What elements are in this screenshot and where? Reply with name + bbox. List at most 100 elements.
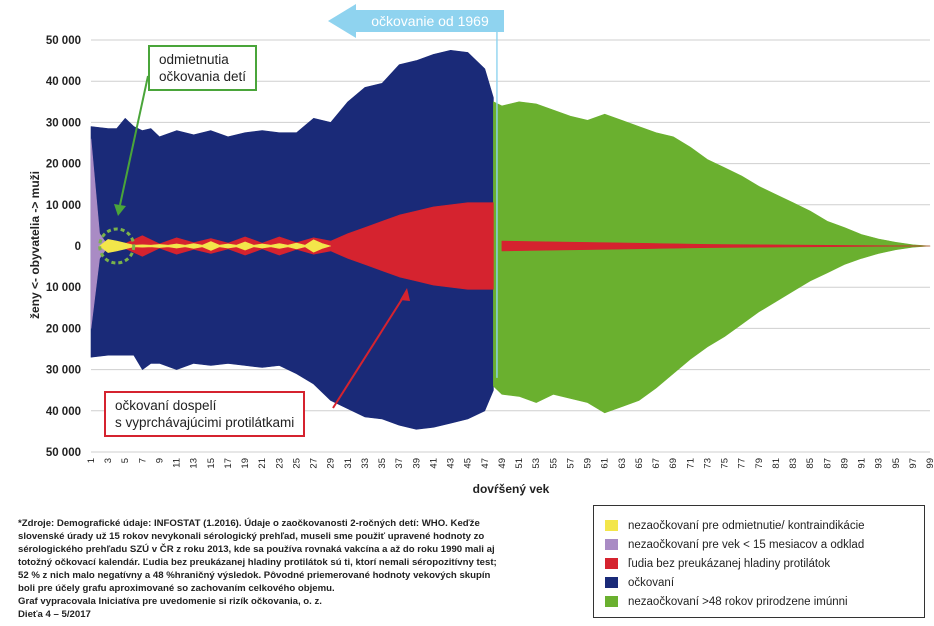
y-tick-label: 30 000 xyxy=(46,365,81,377)
vaccination-since-banner: očkovanie od 1969 xyxy=(356,10,504,32)
legend-item: očkovaní xyxy=(605,573,924,592)
adults-callout: očkovaní dospelí s vyprchávajúcimi proti… xyxy=(104,391,306,437)
x-tick-label: 51 xyxy=(514,458,525,469)
x-tick-label: 15 xyxy=(206,458,217,469)
x-tick-label: 3 xyxy=(103,458,114,463)
x-tick-label: 89 xyxy=(839,458,850,469)
y-tick-label: 40 000 xyxy=(46,76,81,88)
y-axis-ticks: 50 000 40 000 30 000 20 000 10 000 0 10 000 20 … xyxy=(46,35,81,459)
x-tick-label: 37 xyxy=(394,458,405,469)
x-tick-label: 65 xyxy=(634,458,645,469)
legend-swatch xyxy=(605,558,618,569)
x-tick-label: 79 xyxy=(754,458,765,469)
y-tick-label: 20 000 xyxy=(46,323,81,335)
x-tick-label: 43 xyxy=(446,458,457,469)
x-tick-label: 45 xyxy=(463,458,474,469)
x-tick-label: 75 xyxy=(720,458,731,469)
x-tick-label: 49 xyxy=(497,458,508,469)
y-tick-label: 20 000 xyxy=(46,159,81,171)
legend-label: nezaočkovaní >48 rokov prirodzene imúnni xyxy=(628,595,848,608)
adults-arrow-icon xyxy=(400,288,410,301)
x-tick-label: 25 xyxy=(291,458,302,469)
x-tick-label: 1 xyxy=(86,458,97,463)
x-tick-label: 47 xyxy=(480,458,491,469)
y-tick-label: 10 000 xyxy=(46,282,81,294)
source-line: boli pre účely grafu aproximované so zac… xyxy=(18,583,335,594)
y-tick-label: 50 000 xyxy=(46,447,81,459)
series-area xyxy=(493,101,931,414)
x-axis-ticks: 1 3 5 7 9 11 13 15 17 19 21 23 25 27 29 31 33 35 37 39 41 43 4… xyxy=(86,458,934,469)
x-tick-label: 9 xyxy=(154,458,165,463)
x-tick-label: 69 xyxy=(668,458,679,469)
legend-swatch xyxy=(605,577,618,588)
legend-label: ľudia bez preukázanej hladiny protilátok xyxy=(628,557,831,570)
x-tick-label: 7 xyxy=(137,458,148,463)
x-tick-label: 99 xyxy=(925,458,934,469)
y-tick-label: 10 000 xyxy=(46,200,81,212)
source-line: 52 % z nich malo negatívny a 48 %hraničn… xyxy=(18,570,491,581)
x-tick-label: 63 xyxy=(617,458,628,469)
x-tick-label: 5 xyxy=(120,458,131,463)
chart-overlays xyxy=(98,10,498,409)
y-tick-label: 30 000 xyxy=(46,117,81,129)
refusals-pointer-line xyxy=(119,75,149,206)
x-tick-label: 41 xyxy=(428,458,439,469)
legend-label: nezaočkovaní pre odmietnutie/ kontraindi… xyxy=(628,519,865,532)
source-line: slovenské úrady už 15 rokov nevykonali s… xyxy=(18,531,485,542)
x-tick-label: 33 xyxy=(360,458,371,469)
x-axis-title: dovŕšený vek xyxy=(473,482,550,496)
y-tick-label: 0 xyxy=(75,241,81,253)
x-tick-label: 97 xyxy=(908,458,919,469)
x-tick-label: 53 xyxy=(531,458,542,469)
x-tick-label: 31 xyxy=(343,458,354,469)
x-tick-label: 39 xyxy=(411,458,422,469)
legend: nezaočkovaní pre odmietnutie/ kontraindi… xyxy=(593,505,925,618)
source-line: sérologického prehľadu SZÚ v ČR z roku 2… xyxy=(18,544,495,555)
legend-label: nezaočkovaní pre vek < 15 mesiacov a odk… xyxy=(628,538,865,551)
x-tick-label: 21 xyxy=(257,458,268,469)
x-tick-label: 85 xyxy=(805,458,816,469)
x-tick-label: 81 xyxy=(771,458,782,469)
adults-pointer-line xyxy=(332,295,405,409)
legend-item: nezaočkovaní pre vek < 15 mesiacov a odk… xyxy=(605,535,924,554)
x-tick-label: 73 xyxy=(702,458,713,469)
refusals-callout-line2: očkovania detí xyxy=(159,69,247,84)
source-note: *Zdroje: Demografické údaje: INFOSTAT (1… xyxy=(18,517,588,621)
refusals-arrow-icon xyxy=(114,204,126,216)
source-line: *Zdroje: Demografické údaje: INFOSTAT (1… xyxy=(18,518,480,529)
y-tick-label: 40 000 xyxy=(46,406,81,418)
adults-callout-line1: očkovaní dospelí xyxy=(115,398,217,413)
y-axis-title: ženy <- obyvatelia -> muži xyxy=(28,171,42,319)
refusals-callout-line1: odmietnutia xyxy=(159,52,229,67)
x-tick-label: 87 xyxy=(822,458,833,469)
x-tick-label: 27 xyxy=(309,458,320,469)
x-tick-label: 29 xyxy=(326,458,337,469)
population-chart: 50 000 40 000 30 000 20 000 10 000 0 10 000 20 … xyxy=(28,10,934,496)
x-tick-label: 71 xyxy=(685,458,696,469)
x-tick-label: 35 xyxy=(377,458,388,469)
x-tick-label: 83 xyxy=(788,458,799,469)
refusals-highlight-circle xyxy=(98,227,136,265)
x-tick-label: 93 xyxy=(874,458,885,469)
x-tick-label: 57 xyxy=(565,458,576,469)
legend-item: nezaočkovaní >48 rokov prirodzene imúnni xyxy=(605,592,924,611)
x-tick-label: 67 xyxy=(651,458,662,469)
x-tick-label: 77 xyxy=(737,458,748,469)
source-line: Graf vypracovala Iniciatíva pre uvedomen… xyxy=(18,596,322,607)
legend-swatch xyxy=(605,539,618,550)
x-tick-label: 55 xyxy=(548,458,559,469)
x-tick-label: 61 xyxy=(600,458,611,469)
x-tick-label: 59 xyxy=(583,458,594,469)
refusals-callout: odmietnutia očkovania detí xyxy=(148,45,258,91)
series-area xyxy=(501,240,931,252)
x-tick-label: 13 xyxy=(189,458,200,469)
adults-callout-line2: s vyprchávajúcimi protilátkami xyxy=(115,415,295,430)
y-tick-label: 50 000 xyxy=(46,35,81,47)
source-line: Dieťa 4 – 5/2017 xyxy=(18,609,91,620)
source-line: totožný očkovací kalendár. Ľudia bez pre… xyxy=(18,557,497,568)
x-tick-label: 11 xyxy=(172,458,183,468)
series-area xyxy=(90,50,494,430)
x-tick-label: 19 xyxy=(240,458,251,469)
x-tick-label: 95 xyxy=(891,458,902,469)
x-tick-label: 17 xyxy=(223,458,234,469)
